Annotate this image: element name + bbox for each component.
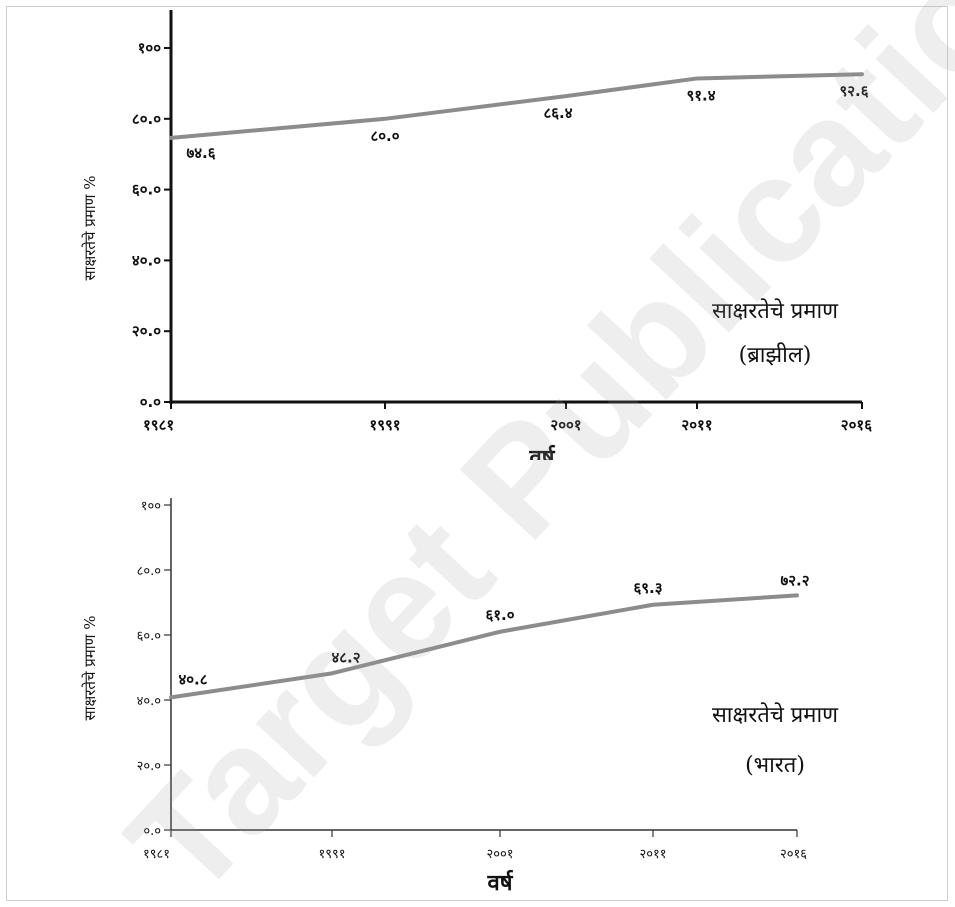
x-tick-label: २०१६ [841, 416, 872, 434]
data-label: ९१.४ [686, 86, 715, 104]
data-label: ४८.२ [331, 648, 360, 666]
data-label: ६९.३ [633, 579, 662, 597]
chart-title: साक्षरतेचे प्रमाण [712, 702, 839, 728]
brazil-literacy-chart: ०.० २०.० ४०.० ६०.० ८०.० १०० १९८१ १९९१ २००१ २०११ २०… [81, 10, 872, 460]
x-tick-label: १९९१ [318, 847, 345, 862]
data-label: ७२.२ [780, 571, 809, 589]
series-line [169, 593, 799, 700]
x-tick-label: १९८१ [143, 416, 174, 434]
x-tick-label: २००१ [550, 416, 581, 434]
x-tick-label: २०१६ [780, 847, 807, 862]
data-label: ६१.० [485, 606, 514, 624]
x-tick-label: २०११ [639, 847, 666, 862]
data-label: ८६.४ [543, 104, 572, 122]
y-tick-label: १०० [138, 39, 162, 57]
y-tick-label: ८०.० [132, 110, 161, 128]
data-label: ७४.६ [186, 144, 215, 162]
y-axis-label: साक्षरतेचे प्रमाण % [81, 175, 99, 280]
y-tick-label: ४०.० [137, 694, 161, 709]
x-tick-label: १९८१ [143, 847, 170, 862]
y-tick-label: ६०.० [132, 181, 161, 199]
x-tick-label: १९९१ [369, 416, 400, 434]
data-label: ८०.० [370, 127, 399, 145]
x-tick-label: २००१ [486, 847, 513, 862]
y-tick-label: ०.० [140, 393, 161, 411]
y-axis-label: साक्षरतेचे प्रमाण % [81, 615, 99, 720]
y-tick-label: २०.० [137, 759, 161, 774]
data-label: ९२.६ [839, 82, 868, 100]
y-tick-label: ६०.० [137, 629, 161, 644]
x-tick-label: २०११ [681, 416, 712, 434]
x-axis-label: वर्ष [529, 444, 556, 460]
chart-title: साक्षरतेचे प्रमाण [712, 298, 839, 324]
y-tick-label: १०० [141, 499, 161, 514]
y-tick-label: ८०.० [137, 564, 161, 579]
y-tick-label: ०.० [143, 824, 161, 839]
data-label: ४०.८ [178, 670, 207, 688]
figure-frame [6, 6, 948, 901]
x-axis-label: वर्ष [487, 869, 514, 896]
y-tick-label: २०.० [132, 322, 161, 340]
y-tick-label: ४०.० [132, 251, 161, 269]
chart-subtitle: (भारत) [745, 753, 805, 778]
chart-subtitle: (ब्राझील) [739, 342, 812, 368]
